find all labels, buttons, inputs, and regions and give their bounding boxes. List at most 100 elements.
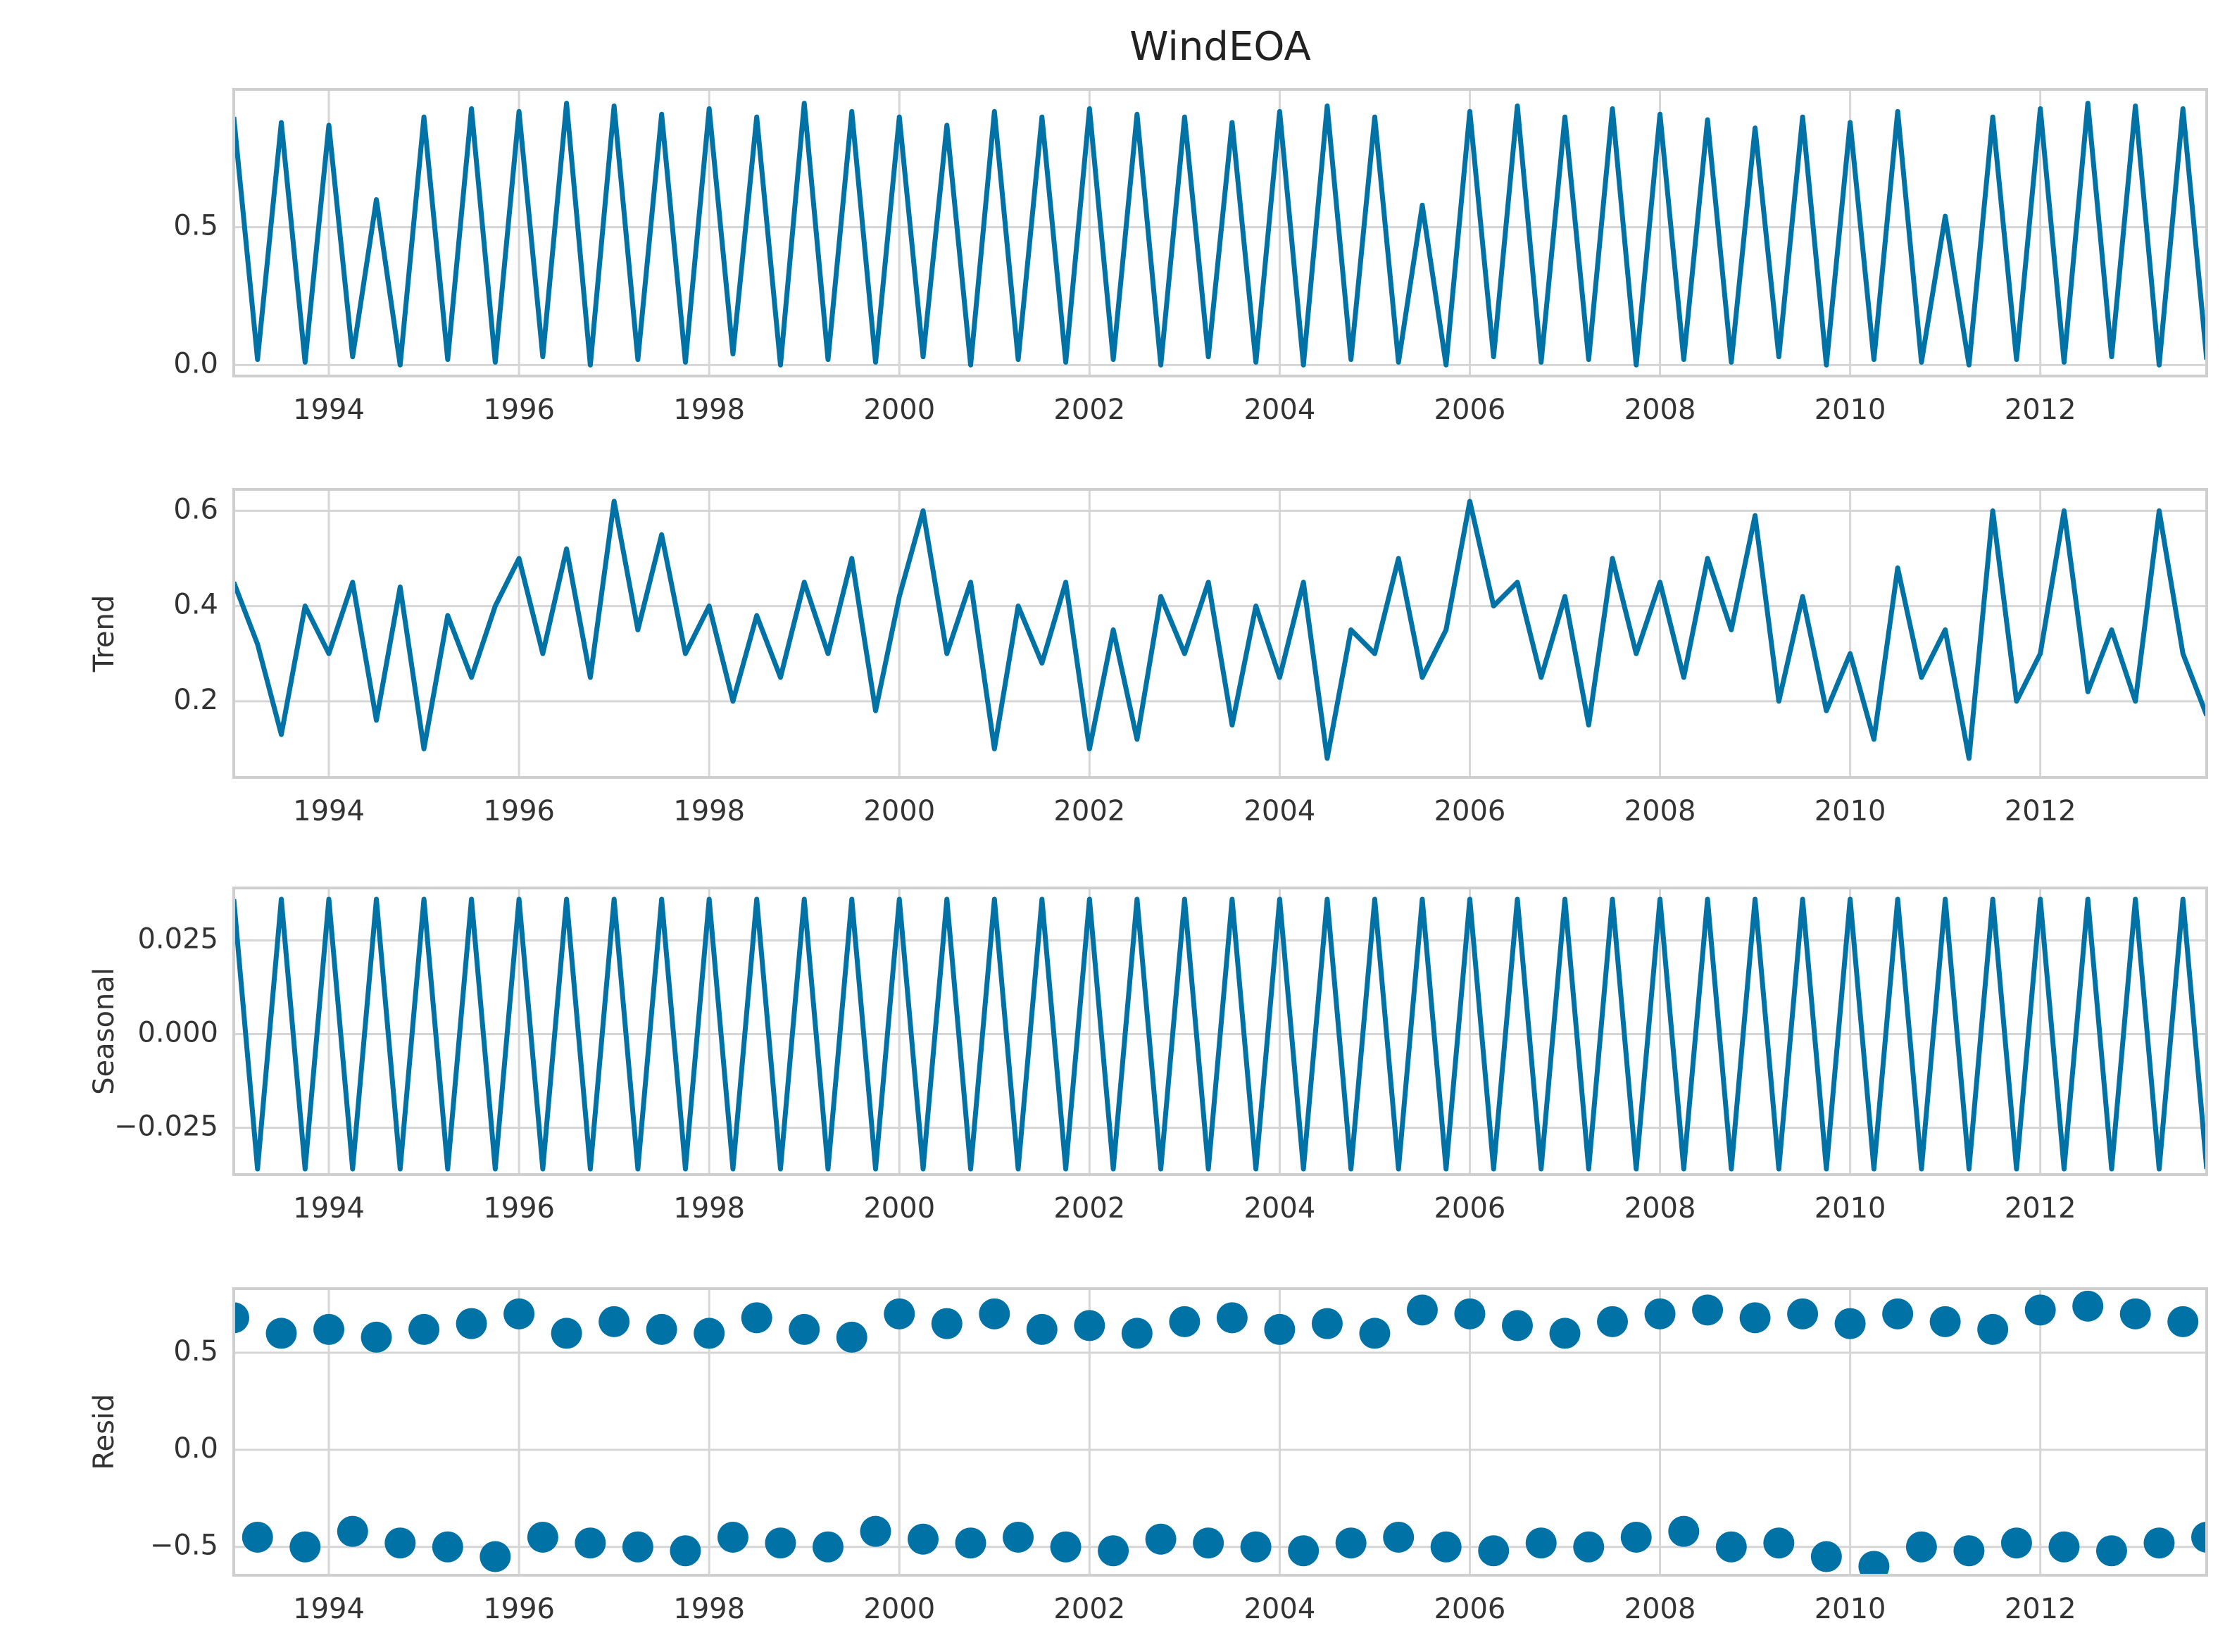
resid-point	[1478, 1535, 1510, 1567]
x-tick-label: 2006	[1434, 394, 1506, 426]
resid-point	[432, 1531, 463, 1563]
resid-point	[1264, 1313, 1296, 1345]
resid-point	[313, 1313, 345, 1345]
resid-point	[1715, 1531, 1747, 1563]
resid-point	[1169, 1306, 1201, 1337]
y-axis-label: Seasonal	[88, 968, 120, 1095]
resid-point	[1977, 1313, 2009, 1345]
resid-point	[1026, 1313, 1058, 1345]
resid-point	[812, 1531, 844, 1563]
resid-point	[694, 1318, 725, 1349]
x-tick-label: 2006	[1434, 1593, 1506, 1625]
x-tick-label: 1998	[673, 795, 745, 827]
x-tick-label: 2002	[1053, 1593, 1125, 1625]
resid-point	[741, 1302, 772, 1334]
y-tick-label: 0.0	[173, 347, 218, 380]
x-tick-label: 1998	[673, 394, 745, 426]
resid-point	[717, 1521, 748, 1553]
resid-point	[575, 1527, 606, 1559]
y-axis-label: Resid	[88, 1394, 120, 1470]
x-tick-label: 2000	[863, 1593, 935, 1625]
x-tick-label: 1996	[483, 795, 555, 827]
resid-point	[1074, 1310, 1105, 1341]
resid-point	[1810, 1541, 1842, 1572]
resid-point	[408, 1313, 440, 1345]
x-tick-label: 2004	[1243, 394, 1315, 426]
x-tick-label: 2012	[2005, 1593, 2076, 1625]
x-tick-label: 2006	[1434, 1192, 1506, 1225]
resid-point	[1406, 1294, 1438, 1326]
resid-point	[598, 1306, 630, 1337]
resid-point	[884, 1298, 915, 1329]
axes-frame	[232, 887, 2208, 1176]
y-tick-label: −0.025	[114, 1110, 218, 1142]
plot-area	[234, 489, 2207, 777]
x-tick-label: 2010	[1815, 1192, 1886, 1225]
x-tick-label: 2002	[1053, 394, 1125, 426]
series-line	[234, 499, 2207, 761]
x-tick-label: 1998	[673, 1593, 745, 1625]
resid-point	[1620, 1521, 1652, 1553]
y-tick-label: 0.5	[173, 1335, 218, 1368]
resid-point	[234, 1302, 249, 1334]
x-tick-label: 1996	[483, 1593, 555, 1625]
resid-point	[1430, 1531, 1462, 1563]
x-tick-label: 1998	[673, 1192, 745, 1225]
resid-point	[622, 1531, 653, 1563]
resid-point	[242, 1521, 273, 1553]
resid-point	[2000, 1527, 2032, 1559]
resid-point	[1644, 1298, 1676, 1329]
x-tick-label: 2012	[2005, 1192, 2076, 1225]
resid-point	[908, 1523, 939, 1555]
resid-point	[1882, 1298, 1914, 1329]
x-tick-label: 2010	[1815, 1593, 1886, 1625]
resid-point	[1834, 1308, 1866, 1339]
x-tick-label: 2004	[1243, 1593, 1315, 1625]
resid-point	[1858, 1551, 1890, 1575]
resid-point	[1216, 1302, 1248, 1334]
resid-point	[1193, 1527, 1224, 1559]
y-tick-label: 0.4	[173, 589, 218, 621]
resid-point	[1763, 1527, 1795, 1559]
x-tick-label: 2010	[1815, 394, 1886, 426]
resid-point	[2072, 1290, 2104, 1322]
x-tick-label: 2008	[1624, 394, 1696, 426]
x-tick-label: 2012	[2005, 394, 2076, 426]
resid-point	[1597, 1306, 1629, 1337]
resid-point	[1739, 1302, 1771, 1334]
x-tick-label: 1994	[293, 394, 365, 426]
resid-point	[1240, 1531, 1272, 1563]
resid-point	[1668, 1515, 1700, 1547]
resid-point	[2095, 1535, 2127, 1567]
resid-point	[955, 1527, 986, 1559]
resid-point	[860, 1515, 891, 1547]
resid-point	[1953, 1535, 1985, 1567]
resid-point	[2048, 1531, 2080, 1563]
y-tick-label: 0.025	[137, 922, 218, 955]
y-tick-label: 0.6	[173, 493, 218, 525]
resid-point	[1335, 1527, 1367, 1559]
axes-frame	[232, 88, 2208, 377]
x-tick-label: 1994	[293, 1593, 365, 1625]
resid-point	[527, 1521, 558, 1553]
resid-point	[931, 1308, 963, 1339]
x-tick-label: 2008	[1624, 1593, 1696, 1625]
resid-point	[1121, 1318, 1153, 1349]
series-line	[234, 101, 2207, 368]
y-tick-label: 0.0	[173, 1432, 218, 1465]
x-tick-label: 2008	[1624, 795, 1696, 827]
resid-point	[289, 1531, 321, 1563]
x-tick-label: 2002	[1053, 1192, 1125, 1225]
x-tick-label: 2002	[1053, 795, 1125, 827]
resid-point	[1692, 1294, 1724, 1326]
x-tick-label: 2004	[1243, 1192, 1315, 1225]
resid-point	[670, 1535, 701, 1567]
x-tick-label: 1994	[293, 795, 365, 827]
resid-point	[836, 1321, 867, 1353]
resid-point	[2143, 1527, 2175, 1559]
y-tick-label: 0.2	[173, 684, 218, 716]
resid-point	[1525, 1527, 1557, 1559]
resid-point	[2191, 1521, 2207, 1553]
x-tick-label: 1996	[483, 1192, 555, 1225]
resid-point	[480, 1541, 511, 1572]
